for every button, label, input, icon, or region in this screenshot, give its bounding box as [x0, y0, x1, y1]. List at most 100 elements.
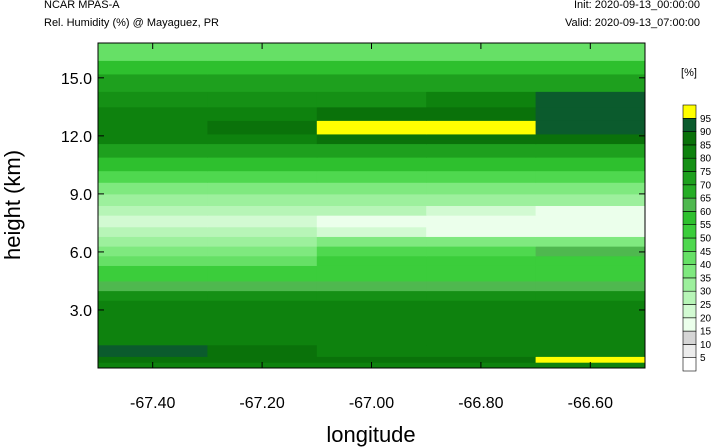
field-cell-9-2	[316, 236, 427, 247]
colorbar-label: 65	[700, 194, 712, 205]
field-cell-10-1	[207, 226, 318, 237]
field-cell-16-4	[535, 157, 645, 172]
field-cell-15-0	[98, 170, 208, 183]
field-cell-12-4	[535, 205, 645, 216]
colorbar-label: 70	[700, 180, 712, 191]
field-cell-17-0	[98, 143, 208, 158]
colorbar-unit: [%]	[681, 67, 697, 79]
field-cell-2-0	[98, 344, 208, 357]
field-cell-14-2	[316, 182, 427, 195]
field-cell-13-0	[98, 193, 208, 206]
colorbar-swatch	[682, 277, 697, 292]
colorbar-swatch	[682, 197, 697, 212]
colorbar-label: 25	[700, 300, 712, 311]
field-cell-17-2	[316, 143, 427, 158]
field-cell-20-1	[207, 106, 318, 121]
field-cell-9-1	[207, 236, 318, 247]
colorbar-label: 5	[700, 353, 706, 364]
field-cell-5-1	[207, 280, 318, 292]
field-cell-15-2	[316, 170, 427, 183]
colorbar-swatch	[682, 237, 697, 252]
field-cell-20-0	[98, 106, 208, 121]
field-cell-21-2	[316, 91, 427, 108]
field-cell-8-2	[316, 246, 427, 257]
colorbar-swatch	[682, 144, 697, 159]
field-cell-21-4	[535, 91, 645, 108]
field-cell-13-2	[316, 193, 427, 206]
field-cell-24-0	[98, 43, 208, 61]
field-cell-3-1	[207, 300, 318, 346]
field-cell-3-3	[426, 300, 537, 346]
field-cell-10-4	[535, 226, 645, 237]
field-cell-22-0	[98, 73, 208, 92]
colorbar-label: 30	[700, 287, 712, 298]
colorbar-label: 45	[700, 247, 712, 258]
field-cell-6-2	[316, 265, 427, 282]
y-axis: 3.0 6.0 9.0 12.0 15.0	[61, 71, 645, 320]
field-cell-11-1	[207, 215, 318, 228]
x-axis-title: longitude	[326, 422, 415, 447]
field-cell-16-0	[98, 157, 208, 172]
field-cell-11-3	[426, 215, 537, 228]
field-cell-15-4	[535, 170, 645, 183]
field-cell-3-0	[98, 300, 208, 346]
field-cell-19-2	[316, 120, 427, 135]
field-cell-21-1	[207, 91, 318, 108]
field-cell-5-4	[535, 280, 645, 292]
field-cell-6-1	[207, 265, 318, 282]
field-cell-18-2	[316, 133, 427, 145]
field-cell-14-3	[426, 182, 537, 195]
field-cell-18-0	[98, 133, 208, 145]
colorbar-label: 75	[700, 167, 712, 178]
field-cell-22-2	[316, 73, 427, 92]
field-cell-4-0	[98, 290, 208, 301]
colorbar-swatch	[682, 290, 697, 305]
y-tick-label: 6.0	[70, 245, 92, 262]
colorbar-swatch	[682, 317, 697, 332]
field-cell-23-3	[426, 60, 537, 75]
field-cell-4-1	[207, 290, 318, 301]
y-axis-title: height (km)	[0, 150, 25, 260]
colorbar-label: 95	[700, 114, 712, 125]
colorbar-swatch	[682, 171, 697, 186]
field-cell-20-3	[426, 106, 537, 121]
field-cell-20-2	[316, 106, 427, 121]
field-cell-5-0	[98, 280, 208, 292]
field-cell-4-2	[316, 290, 427, 301]
field-cell-2-3	[426, 344, 537, 357]
field-cell-21-0	[98, 91, 208, 108]
field-cell-18-4	[535, 133, 645, 145]
field-cell-7-1	[207, 255, 318, 266]
field-cell-10-2	[316, 226, 427, 237]
colorbar-swatch	[682, 344, 697, 358]
field-cell-16-3	[426, 157, 537, 172]
colorbar-label: 20	[700, 313, 712, 324]
colorbar-label: 50	[700, 234, 712, 245]
field-cell-8-0	[98, 246, 208, 257]
y-tick-label: 9.0	[70, 187, 92, 204]
field-cell-14-4	[535, 182, 645, 195]
colorbar-label: 80	[700, 154, 712, 165]
colorbar-swatch	[682, 184, 697, 199]
colorbar-label: 35	[700, 273, 712, 284]
field-cell-13-3	[426, 193, 537, 206]
field-cell-9-0	[98, 236, 208, 247]
field-cell-24-4	[535, 43, 645, 61]
x-tick-label: -67.40	[130, 395, 175, 412]
x-tick-label: -67.00	[349, 395, 394, 412]
field-cell-18-3	[426, 133, 537, 145]
field-cell-7-0	[98, 255, 208, 266]
colorbar-label: 55	[700, 220, 712, 231]
field-cell-14-0	[98, 182, 208, 195]
field-cell-8-3	[426, 246, 537, 257]
y-tick-label: 3.0	[70, 303, 92, 320]
field-cell-8-4	[535, 246, 645, 257]
field-cell-19-3	[426, 120, 537, 135]
field-cell-7-4	[535, 255, 645, 266]
field-cell-7-3	[426, 255, 537, 266]
field-cell-2-4	[535, 344, 645, 357]
colorbar-label: 10	[700, 340, 712, 351]
field-cell-16-1	[207, 157, 318, 172]
field-cell-18-1	[207, 133, 318, 145]
field-cell-11-2	[316, 215, 427, 228]
